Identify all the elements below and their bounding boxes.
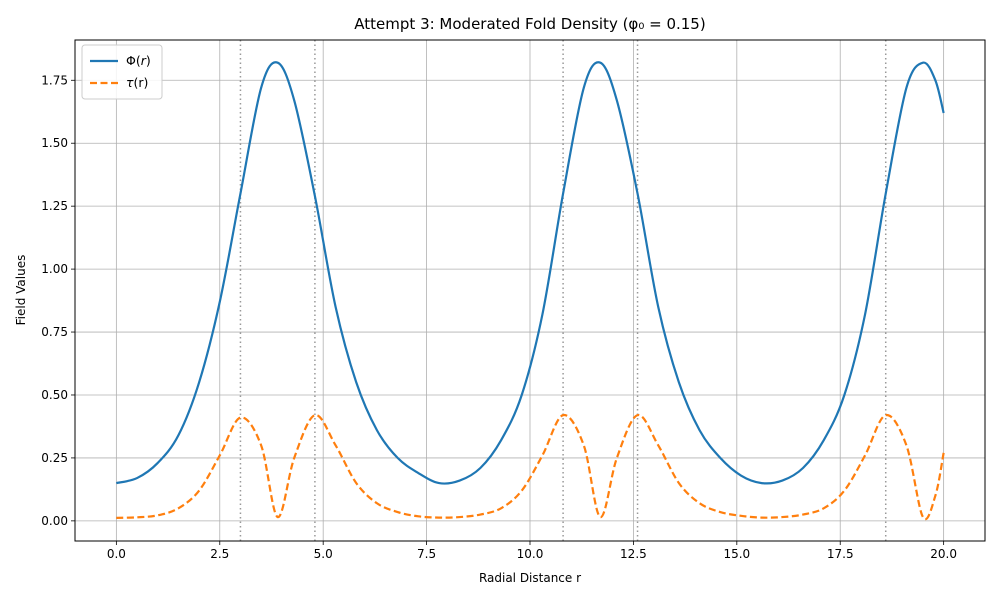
legend-box: [81, 44, 163, 100]
legend-label: τ(r): [126, 75, 148, 90]
y-tick-label: 0.75: [41, 325, 68, 339]
y-tick-label: 1.00: [41, 262, 68, 276]
series-line-0: [116, 61, 945, 485]
x-axis-label: Radial Distance r: [479, 571, 581, 585]
chart-title: Attempt 3: Moderated Fold Density (φ₀ = …: [354, 15, 705, 33]
series-lines: [116, 61, 945, 521]
y-tick-label: 1.75: [41, 73, 68, 87]
y-tick-label: 0.00: [41, 514, 68, 528]
legend-label: Φ(r): [126, 53, 151, 68]
x-tick-label: 15.0: [723, 547, 750, 561]
grid: [75, 40, 985, 541]
x-tick-label: 0.0: [107, 547, 126, 561]
y-axis-label: Field Values: [14, 255, 28, 326]
x-tick-label: 7.5: [417, 547, 436, 561]
y-tick-label: 0.25: [41, 451, 68, 465]
x-tick-label: 12.5: [620, 547, 647, 561]
x-tick-label: 20.0: [930, 547, 957, 561]
y-tick-label: 1.50: [41, 136, 68, 150]
x-tick-label: 10.0: [517, 547, 544, 561]
vertical-markers: [239, 40, 887, 541]
x-axis-ticks: 0.0 2.5 5.0 7.5 10.0 12.5 15.0 17.5 20.0: [107, 541, 957, 561]
series-line-1: [116, 414, 945, 521]
x-tick-label: 17.5: [827, 547, 854, 561]
y-tick-label: 0.50: [41, 388, 68, 402]
legend: Φ(r) τ(r): [81, 44, 163, 100]
y-axis-ticks: 0.00 0.25 0.50 0.75 1.00 1.25 1.50 1.75: [41, 73, 75, 528]
y-tick-label: 1.25: [41, 199, 68, 213]
x-tick-label: 2.5: [210, 547, 229, 561]
x-tick-label: 5.0: [314, 547, 333, 561]
